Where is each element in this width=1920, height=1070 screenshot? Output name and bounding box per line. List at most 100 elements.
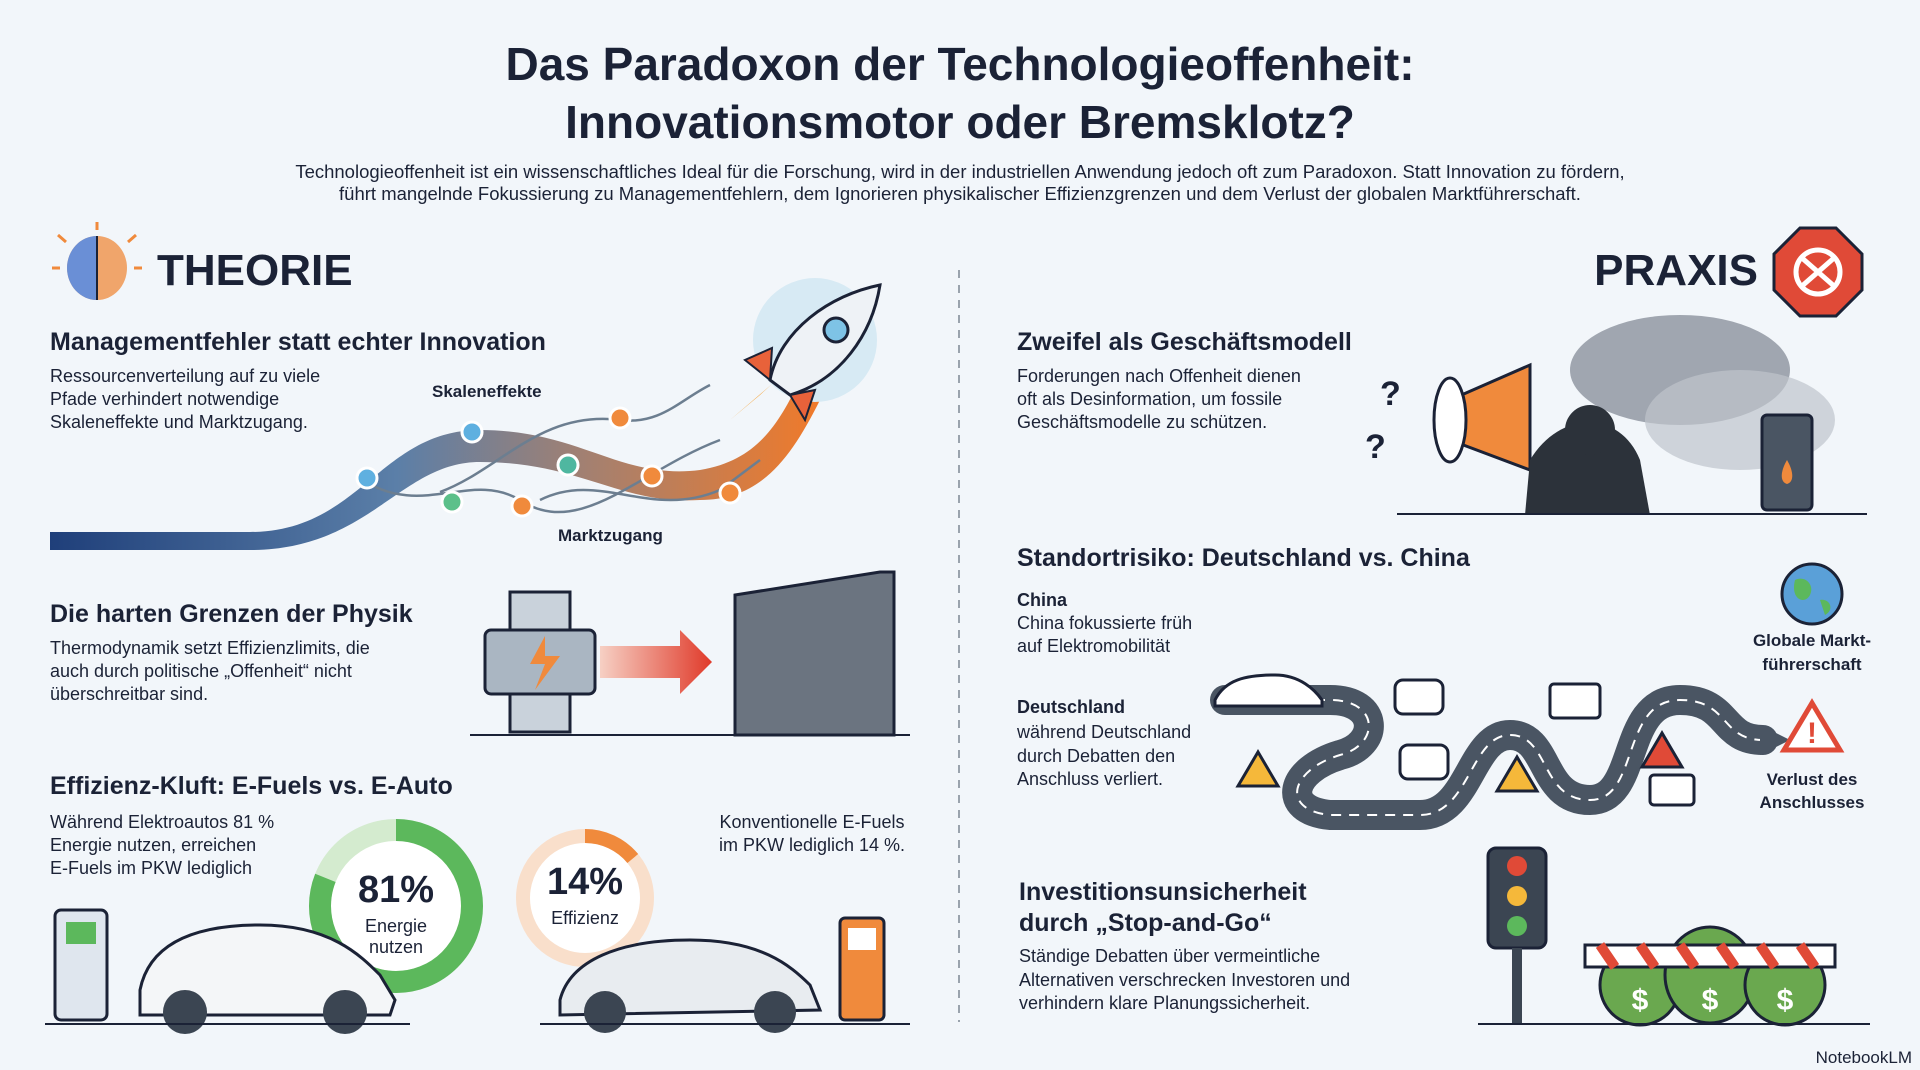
donut-caption: Energie	[365, 916, 427, 936]
rocket-body	[768, 283, 882, 397]
section-text: China fokussierte früh	[1017, 613, 1192, 633]
globe	[1780, 562, 1844, 626]
section-title: Die harten Grenzen der Physik	[50, 600, 413, 628]
section-text: E-Fuels im PKW lediglich	[50, 858, 252, 878]
charger-screen	[66, 922, 96, 944]
invest-scene: $ $ $	[1478, 846, 1870, 1027]
ev-body	[138, 923, 397, 1017]
section-text: verhindern klare Planungssicherheit.	[1019, 993, 1310, 1013]
section-text: Skaleneffekte und Marktzugang.	[50, 412, 308, 432]
dollar: $	[1777, 984, 1794, 1017]
pipe	[470, 590, 910, 736]
section-text: Ständige Debatten über vermeintliche	[1019, 946, 1320, 966]
section-title: Investitionsunsicherheit	[1019, 878, 1307, 906]
speech-bubble	[1548, 682, 1602, 720]
section-text: während Deutschland	[1016, 722, 1191, 742]
section-title: Zweifel als Geschäftsmodell	[1017, 328, 1352, 356]
speech-bubble	[1648, 773, 1696, 807]
node	[460, 420, 484, 444]
node	[640, 464, 664, 488]
figure-head	[1565, 405, 1615, 455]
section-label: THEORIE	[157, 246, 353, 295]
wall	[733, 570, 896, 737]
section-text: Geschäftsmodelle zu schützen.	[1017, 412, 1267, 432]
megaphone-scene: ? ?	[1365, 315, 1867, 515]
section-text: auch durch politische „Offenheit“ nicht	[50, 661, 352, 681]
node	[556, 453, 580, 477]
label: Deutschland	[1017, 697, 1125, 717]
goal-label: Globale Markt-	[1753, 631, 1871, 650]
watermark: NotebookLM	[1816, 1048, 1912, 1067]
globe-land	[1793, 578, 1831, 615]
section-label: PRAXIS	[1594, 246, 1758, 295]
section-text: Forderungen nach Offenheit dienen	[1017, 366, 1301, 386]
goal-label: führerschaft	[1762, 655, 1862, 674]
question-mark: ?	[1365, 428, 1386, 466]
fuel-car	[540, 916, 910, 1033]
pump-screen	[848, 928, 876, 950]
drop	[1781, 460, 1793, 484]
light-red	[1507, 856, 1527, 876]
title: Das Paradoxon der Technologieoffenheit:	[505, 38, 1414, 90]
wheel	[754, 991, 796, 1033]
node	[440, 490, 464, 514]
node	[355, 466, 379, 490]
node	[718, 481, 742, 505]
wheel	[584, 991, 626, 1033]
road-marking	[1225, 698, 1764, 816]
barrier-stripes	[1595, 942, 1820, 970]
question-mark: ?	[1380, 375, 1401, 413]
light-green	[1507, 916, 1527, 936]
node	[510, 494, 534, 518]
label: China	[1017, 590, 1068, 610]
wheel	[163, 990, 207, 1034]
rocket-fins	[743, 346, 817, 423]
loss-label: Verlust des	[1767, 770, 1858, 789]
stop-cross	[1800, 256, 1836, 288]
section-text: Während Elektroautos 81 %	[50, 812, 274, 832]
section-text: überschreitbar sind.	[50, 684, 208, 704]
donut-arc	[309, 819, 483, 993]
arrow	[600, 630, 712, 694]
exclamation: !	[1807, 717, 1817, 750]
stop-icon	[1772, 226, 1864, 318]
section-title: durch „Stop-and-Go“	[1019, 909, 1272, 937]
brain-icon	[52, 222, 142, 300]
dollar: $	[1632, 984, 1649, 1017]
brain-left	[67, 236, 97, 300]
warning	[1235, 749, 1281, 788]
pole	[1512, 948, 1522, 1024]
road-arrow	[1760, 725, 1790, 755]
section-text: Pfade verhindert notwendige	[50, 389, 279, 409]
car-body	[558, 938, 823, 1017]
flow-label: Skaleneffekte	[432, 382, 542, 401]
light-yellow	[1507, 886, 1527, 906]
subtitle: führt mangelnde Fokussierung zu Manageme…	[339, 183, 1581, 204]
rocket	[730, 278, 882, 423]
section-title: Standortrisiko: Deutschland vs. China	[1017, 544, 1471, 572]
ev-car	[45, 908, 410, 1034]
dollar: $	[1702, 984, 1719, 1017]
brain-rays	[52, 222, 142, 270]
rocket-flame	[730, 384, 772, 420]
donut-arc	[516, 829, 654, 967]
pipe-bolt	[530, 636, 560, 690]
road-scene: !	[1210, 562, 1845, 830]
nodes	[355, 406, 742, 518]
section-text: Anschluss verliert.	[1017, 769, 1163, 789]
section-text: durch Debatten den	[1017, 746, 1175, 766]
section-text: Thermodynamik setzt Effizienzlimits, die	[50, 638, 370, 658]
subtitle: Technologieoffenheit ist ein wissenschaf…	[295, 161, 1624, 182]
warning	[1639, 730, 1685, 769]
section-title: Managementfehler statt echter Innovation	[50, 328, 546, 356]
loss-warning	[1779, 698, 1845, 753]
figure	[1525, 422, 1650, 515]
section-text: im PKW lediglich 14 %.	[719, 835, 905, 855]
donut-label: 14%	[547, 861, 623, 903]
rocket-window	[822, 316, 850, 344]
section-text: Energie nutzen, erreichen	[50, 835, 256, 855]
section-text: Alternativen verschrecken Investoren und	[1019, 970, 1350, 990]
megaphone-mouth	[1432, 376, 1468, 464]
